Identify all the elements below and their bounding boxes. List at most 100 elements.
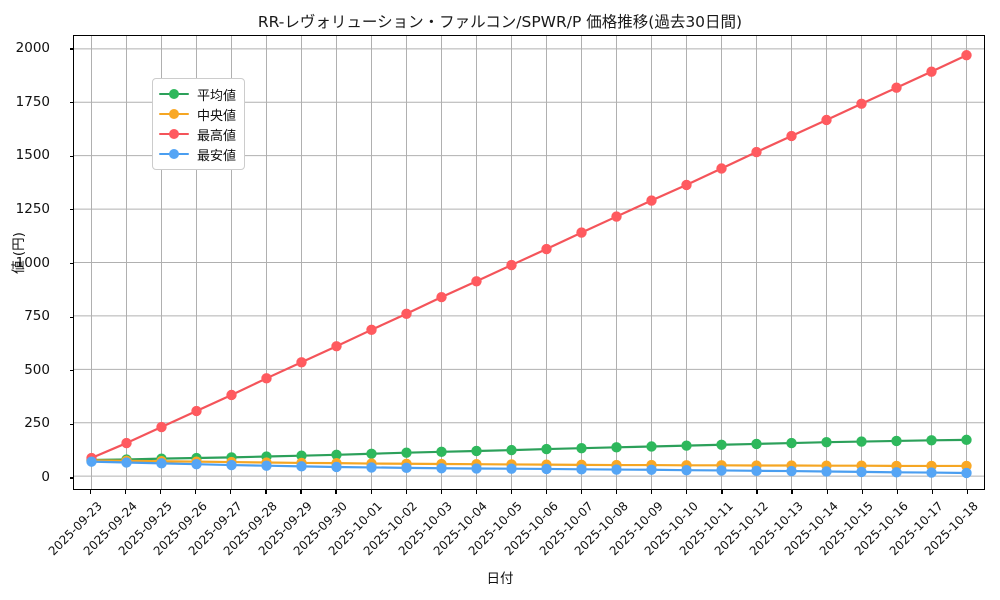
data-point-marker <box>471 276 482 287</box>
data-point-marker <box>366 324 377 335</box>
y-tick-label: 2000 <box>15 39 50 56</box>
data-point-marker <box>646 464 657 475</box>
legend-label-mean: 平均値 <box>197 88 237 104</box>
y-tick-mark <box>70 155 74 157</box>
x-tick-mark <box>124 490 127 494</box>
data-point-marker <box>856 466 867 478</box>
x-tick-mark <box>89 490 92 494</box>
x-tick-mark <box>580 490 583 494</box>
data-point-marker <box>296 357 307 368</box>
data-point-marker <box>331 461 342 473</box>
grid-lines <box>74 36 984 489</box>
data-point-marker <box>961 434 972 446</box>
x-tick-mark <box>721 490 723 494</box>
data-point-marker <box>331 449 342 460</box>
data-point-marker <box>821 437 832 448</box>
data-point-marker <box>611 211 622 222</box>
data-point-marker <box>541 463 552 475</box>
data-point-marker <box>401 308 412 319</box>
data-point-marker <box>961 467 972 479</box>
data-point-marker <box>926 435 937 446</box>
data-point-marker <box>821 466 832 477</box>
y-tick-mark <box>70 477 74 479</box>
data-point-marker <box>471 463 482 474</box>
data-point-marker <box>646 441 657 452</box>
data-point-marker <box>611 442 622 453</box>
x-axis-tick-area <box>73 490 985 498</box>
x-tick-mark <box>510 490 513 494</box>
data-point-marker <box>576 464 587 475</box>
y-tick-label: 750 <box>24 308 50 325</box>
data-point-marker <box>576 443 587 454</box>
legend-item-mean[interactable]: 平均値 <box>159 84 236 104</box>
data-point-marker <box>891 435 902 447</box>
x-tick-mark <box>756 490 758 494</box>
chart-legend[interactable]: 平均値 中央値 最高値 最安 <box>152 78 246 170</box>
x-axis-label: 日付 <box>486 571 514 587</box>
data-point-marker <box>541 443 552 455</box>
y-tick-mark <box>70 101 74 104</box>
y-tick-label: 250 <box>24 415 50 432</box>
y-tick-mark <box>70 370 74 372</box>
x-tick-mark <box>230 490 232 494</box>
plot-area: 平均値 中央値 最高値 最安 <box>70 35 985 490</box>
data-point-marker <box>751 438 762 450</box>
x-tick-mark <box>370 490 372 494</box>
x-tick-mark <box>440 490 442 494</box>
data-series-layer <box>86 50 972 479</box>
data-point-marker <box>86 456 97 467</box>
data-point-marker <box>156 458 167 469</box>
y-tick-label: 1750 <box>15 93 50 110</box>
x-tick-mark <box>616 490 618 494</box>
data-point-marker <box>786 465 797 477</box>
x-tick-mark <box>896 490 898 494</box>
data-point-marker <box>751 465 762 477</box>
data-point-marker <box>296 450 307 461</box>
data-point-marker <box>786 130 797 142</box>
data-point-marker <box>121 457 132 468</box>
x-tick-mark <box>966 490 969 494</box>
y-tick-marks <box>70 36 984 489</box>
y-tick-label: 0 <box>41 469 50 486</box>
y-tick-mark <box>70 316 74 318</box>
x-tick-mark <box>651 490 653 494</box>
x-tick-mark <box>335 490 337 494</box>
x-tick-mark <box>475 490 478 494</box>
legend-item-max[interactable]: 最高値 <box>159 124 236 144</box>
series-line <box>90 459 968 468</box>
series-line <box>90 54 968 460</box>
legend-swatch-median-icon <box>159 107 189 121</box>
y-tick-mark <box>70 48 74 50</box>
data-point-marker <box>261 460 272 471</box>
y-tick-label: 1250 <box>15 200 50 217</box>
legend-label-min: 最安値 <box>197 148 237 164</box>
data-point-marker <box>681 179 692 191</box>
chart-title: RR-レヴォリューション・ファルコン/SPWR/P 価格推移(過去30日間) <box>257 13 743 31</box>
y-tick-label: 500 <box>24 361 50 378</box>
legend-item-median[interactable]: 中央値 <box>159 104 236 124</box>
data-point-marker <box>471 445 482 457</box>
data-point-marker <box>541 243 552 255</box>
legend-label-max: 最高値 <box>197 128 237 144</box>
data-point-marker <box>506 463 517 474</box>
data-point-marker <box>436 463 447 474</box>
legend-swatch-max-icon <box>159 127 189 141</box>
data-point-marker <box>891 82 902 93</box>
data-point-marker <box>716 465 727 476</box>
data-point-marker <box>611 464 622 475</box>
legend-item-min[interactable]: 最安値 <box>159 144 236 164</box>
x-tick-mark <box>861 490 863 494</box>
x-tick-mark <box>405 490 407 494</box>
x-tick-mark <box>791 490 793 494</box>
data-point-marker <box>226 389 237 401</box>
data-point-marker <box>261 373 272 384</box>
data-point-marker <box>436 446 447 458</box>
data-point-marker <box>401 447 412 458</box>
data-point-marker <box>716 163 727 174</box>
y-tick-mark <box>70 262 74 265</box>
data-point-marker <box>366 462 377 473</box>
y-tick-mark <box>70 209 74 211</box>
data-point-marker <box>366 448 377 459</box>
x-tick-mark <box>686 490 688 494</box>
